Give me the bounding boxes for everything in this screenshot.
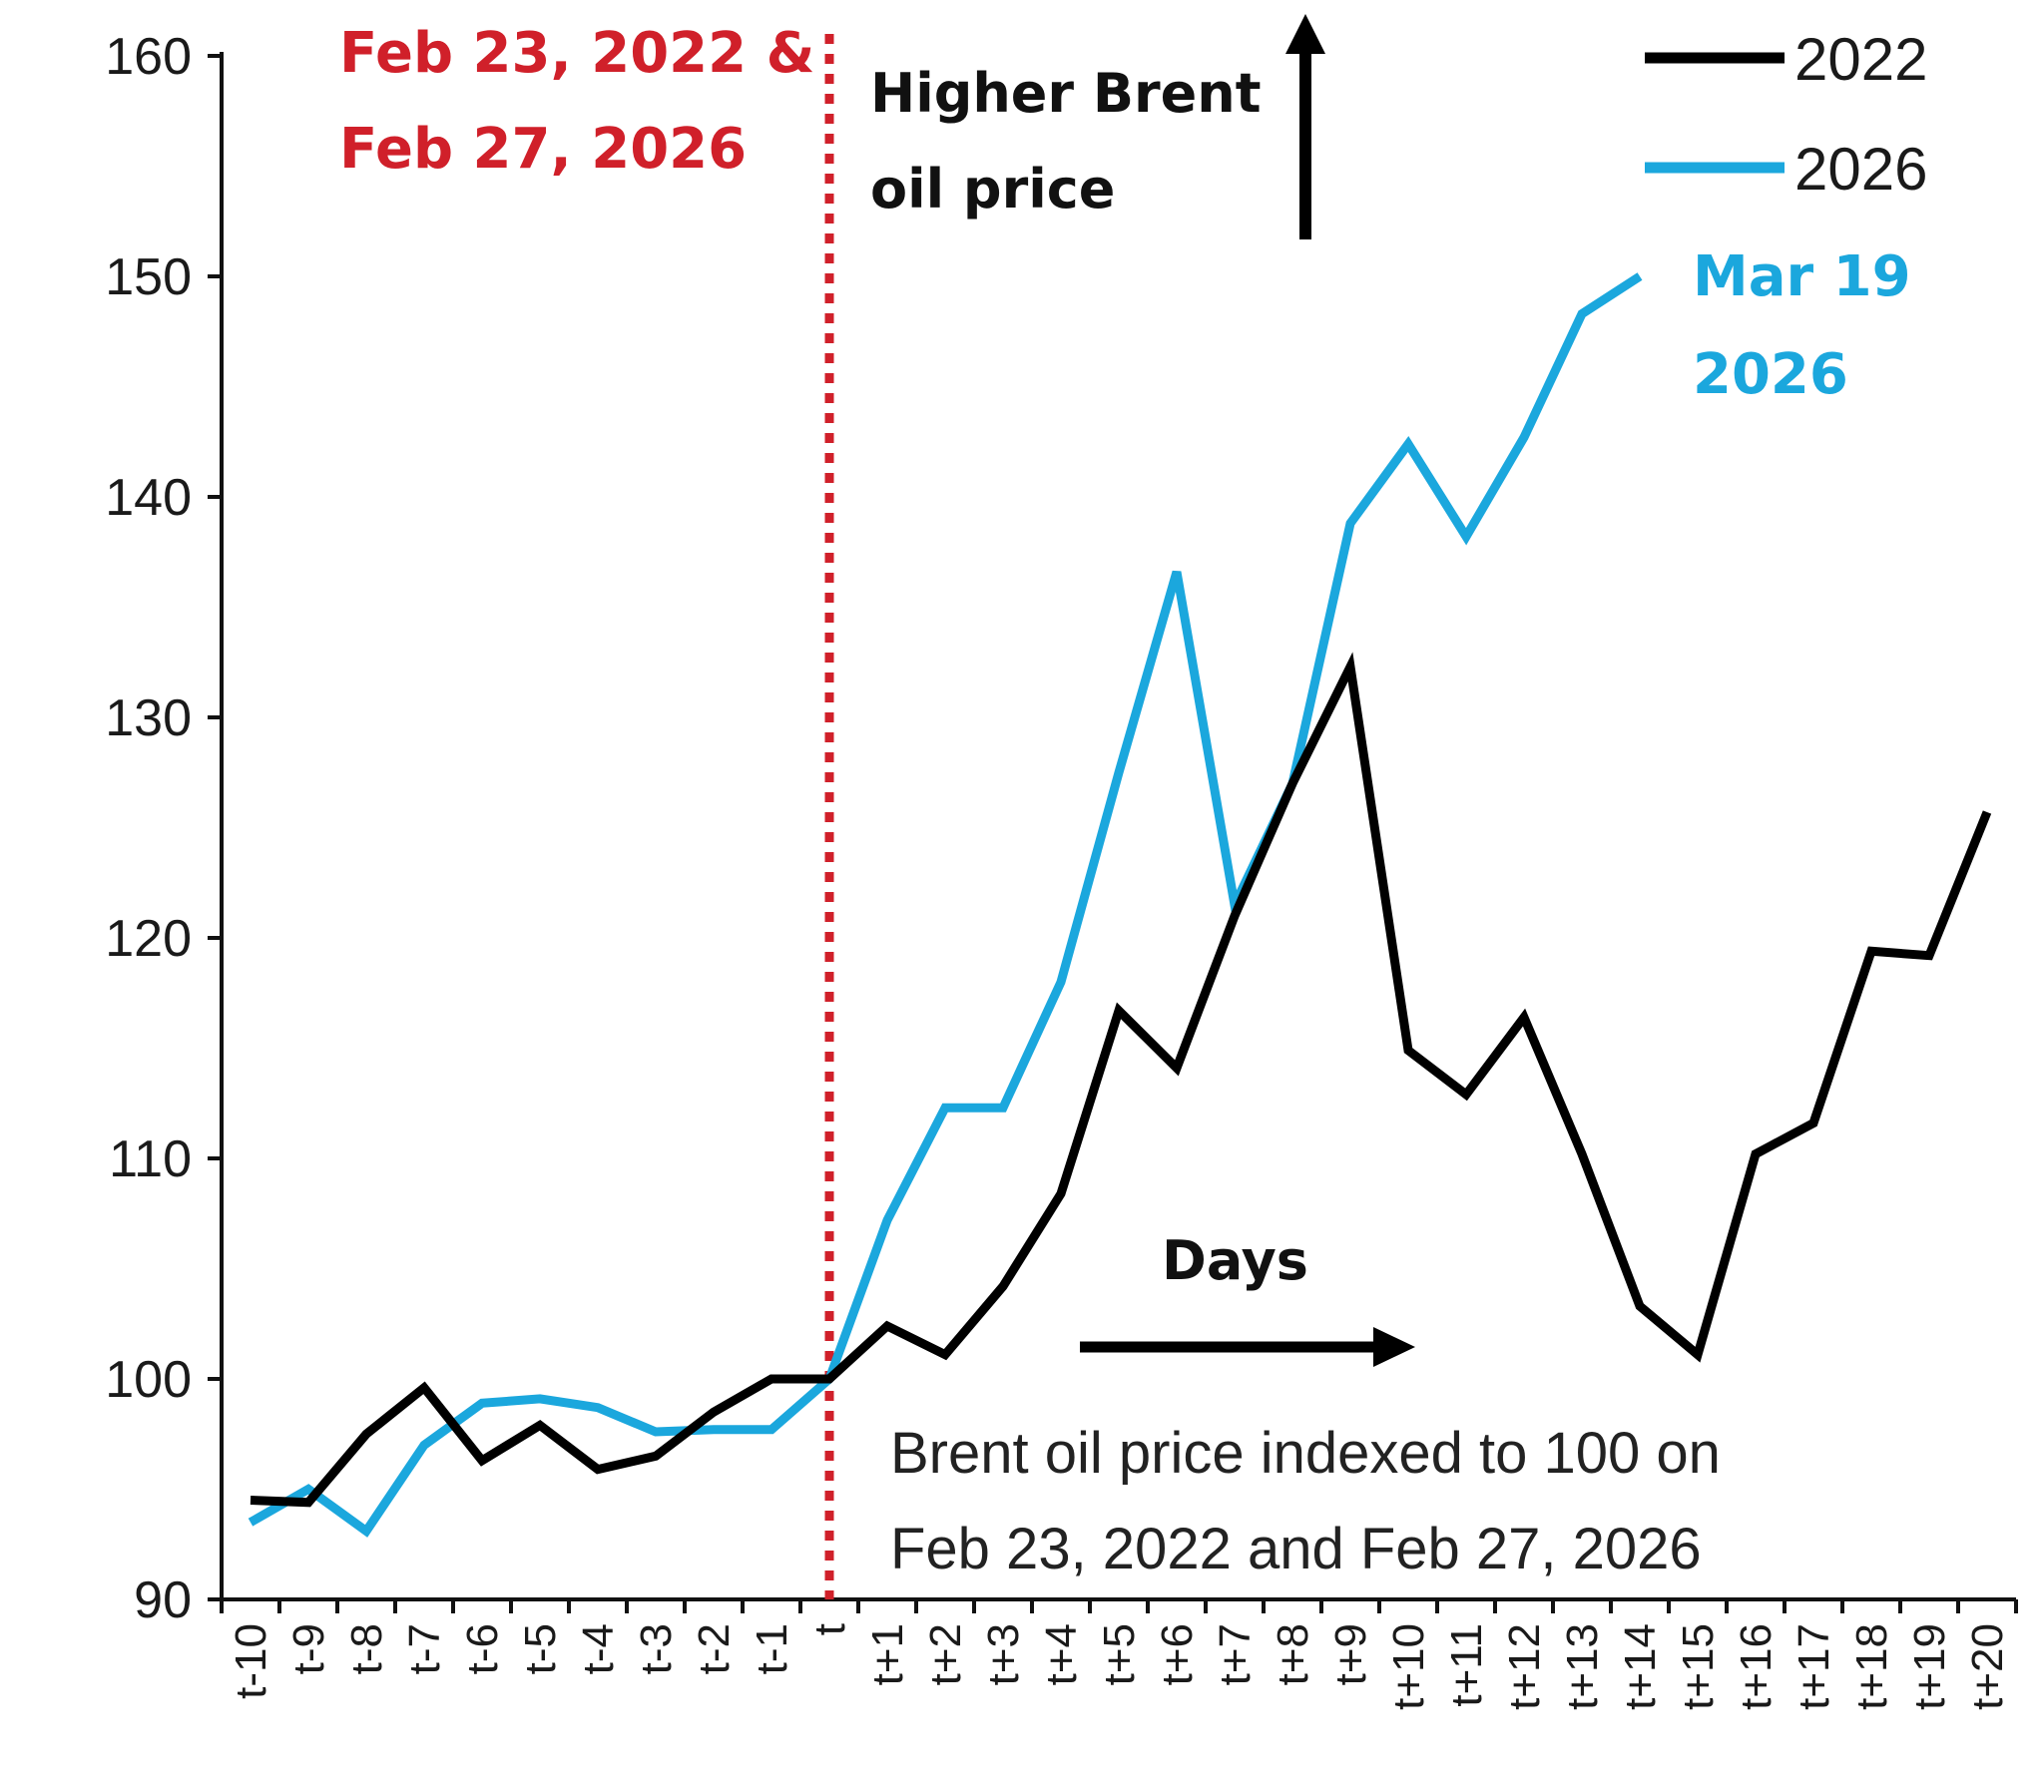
x-tick-label: t+1: [863, 1623, 912, 1685]
y-tick-label: 140: [105, 469, 192, 527]
x-tick-label: t+9: [1326, 1623, 1375, 1685]
series-line-2026: [248, 272, 1643, 1538]
x-tick-label: t+5: [1095, 1623, 1144, 1685]
x-tick-label: t+18: [1847, 1623, 1896, 1710]
y-tick-label: 120: [105, 910, 192, 968]
x-tick-label: t-1: [748, 1623, 796, 1674]
up-arrow-icon: [1285, 14, 1325, 239]
x-tick-label: t+15: [1674, 1623, 1723, 1710]
x-tick-label: t+4: [1037, 1623, 1086, 1685]
series-line-2022: [250, 652, 1992, 1508]
x-tick-label: t-7: [400, 1623, 449, 1674]
x-tick-label: t-6: [458, 1623, 507, 1674]
x-tick-label: t+2: [921, 1623, 970, 1685]
index-note-line2: Feb 23, 2022 and Feb 27, 2026: [890, 1517, 1702, 1581]
legend-label-2022: 2022: [1794, 26, 1927, 93]
x-tick-label: t+19: [1905, 1623, 1954, 1710]
x-tick-label: t+3: [979, 1623, 1028, 1685]
x-axis: t-10 t-9 t-8 t-7 t-6 t-5 t-4 t-3 t-2 t-1 t t+1 t+2 t+…: [220, 1597, 2018, 1710]
x-tick-label: t-2: [690, 1623, 739, 1674]
y-tick-label: 100: [105, 1351, 192, 1409]
x-tick-label: t-9: [284, 1623, 333, 1674]
y-tick-label: 90: [134, 1571, 192, 1629]
x-tick-label: t-5: [516, 1623, 565, 1674]
y-axis: 90 100 110 120 130 140 150 160: [105, 28, 224, 1629]
x-tick-label: t+17: [1789, 1623, 1838, 1710]
series-end-label-line1: Mar 19: [1693, 244, 1911, 309]
x-tick-label: t+6: [1153, 1623, 1202, 1685]
series-end-label-line2: 2026: [1693, 342, 1848, 407]
event-date-label-line1: Feb 23, 2022 &: [339, 21, 814, 86]
x-tick-label: t+7: [1211, 1623, 1260, 1685]
right-arrow-icon: [1080, 1327, 1415, 1367]
x-tick-label: t+20: [1963, 1623, 2012, 1710]
x-tick-label: t+11: [1442, 1623, 1491, 1707]
legend: 2022 2026: [1645, 26, 1927, 203]
x-tick-label: t+10: [1384, 1623, 1433, 1710]
higher-price-label-line2: oil price: [870, 158, 1115, 221]
series-lines: [248, 272, 1992, 1538]
x-tick-label: t-4: [574, 1623, 623, 1674]
higher-price-label-line1: Higher Brent: [870, 62, 1262, 125]
x-tick-label: t-3: [632, 1623, 681, 1674]
y-tick-label: 110: [109, 1130, 192, 1188]
index-note-line1: Brent oil price indexed to 100 on: [890, 1421, 1721, 1486]
y-tick-label: 160: [105, 28, 192, 86]
x-tick-label: t-10: [227, 1623, 275, 1699]
x-tick-label: t: [805, 1623, 854, 1635]
y-tick-label: 130: [105, 689, 192, 747]
x-tick-label: t+12: [1500, 1623, 1549, 1710]
x-tick-label: t+16: [1732, 1623, 1781, 1710]
x-tick-label: t+14: [1616, 1623, 1665, 1710]
x-tick-label: t-8: [342, 1623, 391, 1674]
days-label: Days: [1162, 1229, 1308, 1292]
event-date-label-line2: Feb 27, 2026: [339, 117, 747, 182]
y-tick-label: 150: [105, 248, 192, 306]
legend-label-2026: 2026: [1794, 136, 1927, 203]
x-tick-label: t+13: [1558, 1623, 1607, 1710]
x-tick-label: t+8: [1269, 1623, 1317, 1685]
